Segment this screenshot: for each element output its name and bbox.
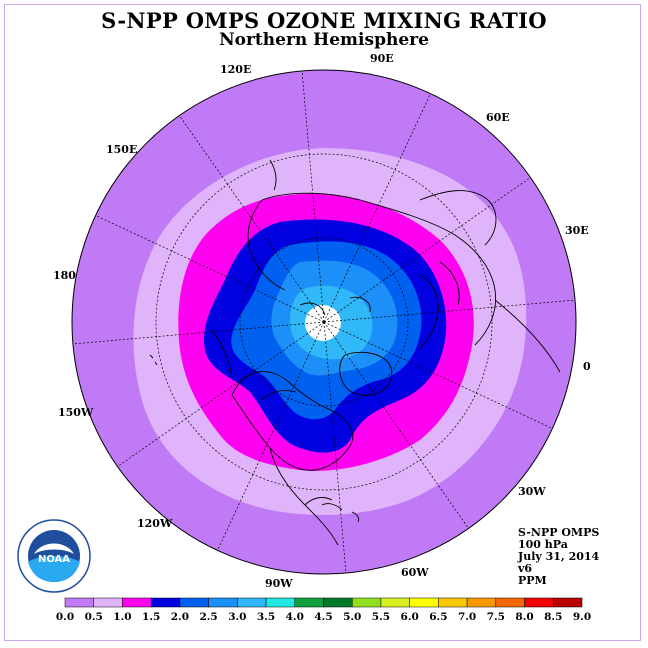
meridian-line xyxy=(323,93,431,323)
colorbar-tick-label: 0.0 xyxy=(56,611,74,623)
colorbar-tick-label: 3.5 xyxy=(257,611,275,623)
colorbar-swatches xyxy=(64,597,583,608)
lon-label-60W: 60W xyxy=(401,566,429,579)
meridian-line xyxy=(323,321,469,529)
colorbar-tick-label: 6.5 xyxy=(429,611,447,623)
meridian-line xyxy=(117,321,325,467)
figure-border xyxy=(4,4,641,641)
colorbar-tick-label: 4.5 xyxy=(314,611,332,623)
colorbar-swatch xyxy=(323,597,353,608)
longitude-labels: 90E 60E 30E 0 30W 60W 90W 120W 150W 180 … xyxy=(53,52,591,590)
info-units: PPM xyxy=(518,574,547,587)
colorbar-swatch xyxy=(294,597,324,608)
lon-label-90W: 90W xyxy=(265,577,293,590)
latitude-grid xyxy=(155,153,493,491)
colorbar-tick-label: 4.0 xyxy=(286,611,304,623)
colorbar-swatch xyxy=(466,597,497,608)
logo-text: NOAA xyxy=(38,554,70,565)
lon-label-120E: 120E xyxy=(220,63,251,76)
colorbar-tick-label: 6.0 xyxy=(401,611,419,623)
main-title: S-NPP OMPS OZONE MIXING RATIO xyxy=(101,8,547,33)
colorbar-swatch xyxy=(409,597,439,608)
colorbar-tick-label: 0.5 xyxy=(85,611,103,623)
colorbar-swatch xyxy=(438,597,468,608)
meridian-line xyxy=(179,115,325,323)
colorbar-tick-label: 9.0 xyxy=(573,611,591,623)
lon-label-30E: 30E xyxy=(565,224,589,237)
info-date: July 31, 2014 xyxy=(518,550,600,563)
lon-label-90E: 90E xyxy=(370,52,394,65)
info-block: S-NPP OMPS 100 hPa July 31, 2014 v6 PPM xyxy=(518,527,599,587)
colorbar: 0.0 0.5 1.0 1.5 2.0 2.5 3.0 3.5 4.0 4.5 5.0 5.5 6.0 6… xyxy=(56,597,591,623)
info-level: 100 hPa xyxy=(518,538,568,551)
colorbar-swatch xyxy=(553,597,583,608)
colorbar-swatch xyxy=(64,597,94,608)
lon-label-30W: 30W xyxy=(518,485,546,498)
colorbar-tick-label: 8.0 xyxy=(515,611,533,623)
meridian-line xyxy=(323,299,576,323)
colorbar-tick-label: 7.5 xyxy=(487,611,505,623)
colorbar-tick-label: 1.5 xyxy=(142,611,160,623)
colorbar-swatch xyxy=(495,597,525,608)
sub-title: Northern Hemisphere xyxy=(219,30,429,50)
colorbar-swatch xyxy=(265,597,296,608)
info-instrument: S-NPP OMPS xyxy=(518,526,600,539)
colorbar-swatch xyxy=(179,597,209,608)
colorbar-tick-label: 8.5 xyxy=(544,611,562,623)
colorbar-tick-label: 7.0 xyxy=(458,611,476,623)
colorbar-labels: 0.0 0.5 1.0 1.5 2.0 2.5 3.0 3.5 4.0 4.5 5.0 5.5 6.0 6… xyxy=(56,611,591,623)
colorbar-swatch xyxy=(524,597,554,608)
colorbar-tick-label: 2.5 xyxy=(199,611,217,623)
colorbar-swatch xyxy=(380,597,410,608)
colorbar-tick-label: 2.0 xyxy=(171,611,189,623)
lon-label-150W: 150W xyxy=(58,406,94,419)
colorbar-tick-label: 5.0 xyxy=(343,611,361,623)
lon-label-150E: 150E xyxy=(106,143,137,156)
lon-label-60E: 60E xyxy=(486,111,510,124)
colorbar-swatch xyxy=(93,597,123,608)
colorbar-tick-label: 5.5 xyxy=(372,611,390,623)
meridian-line xyxy=(95,215,325,323)
colorbar-tick-label: 1.0 xyxy=(113,611,131,623)
lon-label-180: 180 xyxy=(53,269,76,282)
colorbar-swatch xyxy=(237,597,267,608)
info-version: v6 xyxy=(518,562,533,575)
meridian-grid xyxy=(72,70,576,574)
lon-label-120W: 120W xyxy=(137,517,173,530)
colorbar-swatch xyxy=(351,597,382,608)
colorbar-swatch xyxy=(150,597,181,608)
colorbar-tick-label: 3.0 xyxy=(228,611,246,623)
lon-label-0: 0 xyxy=(583,360,591,373)
meridian-line xyxy=(72,321,325,345)
meridian-line xyxy=(323,321,347,574)
meridian-line xyxy=(323,177,531,323)
colorbar-swatch xyxy=(208,597,238,608)
noaa-logo: NOAA xyxy=(17,519,91,593)
colorbar-swatch xyxy=(122,597,152,608)
meridian-line xyxy=(301,70,325,323)
